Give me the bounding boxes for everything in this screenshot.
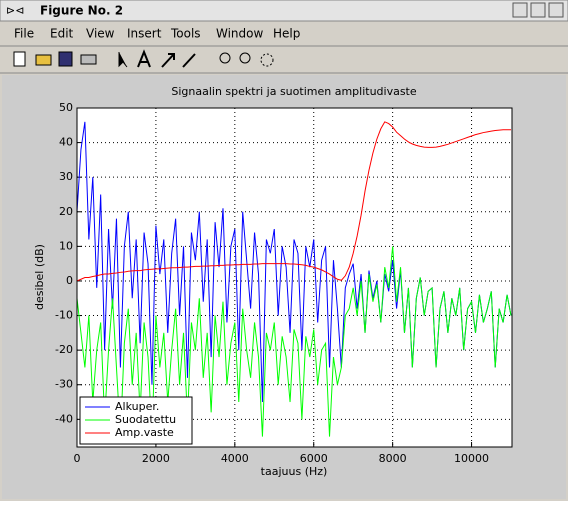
new-icon[interactable]: [13, 51, 26, 67]
zoom-out-icon[interactable]: [239, 52, 251, 64]
window-icon: ⊳⊲: [6, 4, 24, 17]
axes-box: [76, 107, 513, 448]
title-bar: [0, 0, 568, 22]
y-tick-label: 50: [59, 101, 73, 114]
legend-label: Alkuper.: [115, 400, 159, 413]
x-tick-label: 10000: [454, 452, 489, 465]
open-icon[interactable]: [35, 54, 52, 66]
arrow-icon[interactable]: [161, 53, 175, 68]
x-tick-label: 8000: [379, 452, 407, 465]
x-axis-label: taajuus (Hz): [261, 465, 328, 478]
data-line: [77, 246, 512, 437]
y-tick-label: 30: [59, 170, 73, 183]
x-tick-label: 6000: [300, 452, 328, 465]
menu-item[interactable]: Edit: [50, 27, 74, 41]
close-button[interactable]: [548, 2, 564, 18]
zoom-in-icon[interactable]: [219, 52, 231, 64]
maximize-button[interactable]: [530, 2, 546, 18]
legend-label: Suodatettu: [115, 413, 176, 426]
menu-item[interactable]: Insert: [127, 27, 162, 41]
select-icon[interactable]: [118, 52, 128, 68]
menu-item[interactable]: Tools: [170, 27, 201, 41]
menu-item[interactable]: Help: [273, 27, 300, 41]
x-tick-label: 2000: [142, 452, 170, 465]
y-tick-label: 20: [59, 205, 73, 218]
legend-label: Amp.vaste: [115, 426, 174, 439]
toolbar: [13, 49, 274, 68]
minimize-button[interactable]: [512, 2, 528, 18]
series-group: [77, 121, 512, 437]
window-title: Figure No. 2: [40, 4, 123, 18]
save-icon[interactable]: [58, 51, 73, 67]
data-line: [77, 121, 512, 282]
y-tick-label: 40: [59, 136, 73, 149]
y-tick-label: -20: [55, 343, 73, 356]
x-tick-label: 4000: [221, 452, 249, 465]
rotate-icon[interactable]: [260, 53, 274, 67]
y-tick-label: 0: [66, 274, 73, 287]
y-tick-label: -40: [55, 412, 73, 425]
line-icon[interactable]: [182, 53, 196, 68]
y-tick-label: -10: [55, 309, 73, 322]
print-icon[interactable]: [80, 54, 97, 65]
menu-item[interactable]: View: [86, 27, 115, 41]
y-axis-label: desibel (dB): [33, 244, 46, 310]
y-tick-label: 10: [59, 239, 73, 252]
chart-title: Signaalin spektri ja suotimen amplitudiv…: [171, 85, 417, 98]
y-tick-label: -30: [55, 378, 73, 391]
menu-item[interactable]: Window: [216, 27, 264, 41]
text-icon[interactable]: [137, 49, 151, 68]
menu-item[interactable]: File: [14, 27, 34, 41]
x-tick-label: 0: [74, 452, 81, 465]
